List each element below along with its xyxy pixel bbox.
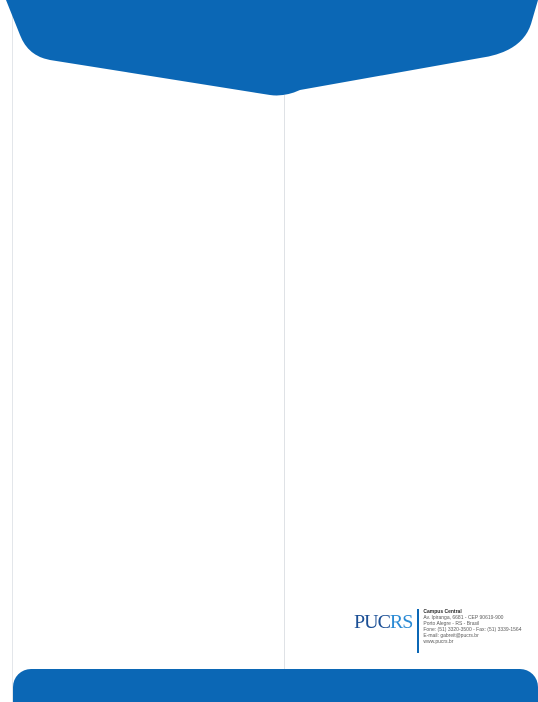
center-fold-line bbox=[284, 95, 285, 671]
email-line: E-mail: gabreit@pucrs.br bbox=[423, 633, 479, 639]
address-text: Campus Central Av. Ipiranga, 6681 - CEP … bbox=[423, 609, 521, 645]
phone-fax-line: Fone: (51) 3320-3500 - Fax: (51) 3339-15… bbox=[423, 627, 522, 633]
pucrs-logo: PUC RS bbox=[354, 611, 413, 633]
address-line: Porto Alegre - RS - Brasil bbox=[423, 621, 480, 627]
bottom-footer-band bbox=[13, 669, 538, 702]
left-margin-rule bbox=[12, 0, 13, 702]
address-line: Av. Ipiranga, 6681 - CEP 90619-900 bbox=[423, 615, 504, 621]
logo-text-puc: PUC bbox=[354, 611, 391, 633]
campus-name: Campus Central bbox=[423, 609, 462, 615]
top-header-band bbox=[6, 0, 538, 96]
logo-text-rs: RS bbox=[389, 611, 413, 633]
footer-address-block: PUC RS Campus Central Av. Ipiranga, 6681 … bbox=[354, 609, 522, 653]
logo-divider bbox=[417, 609, 420, 653]
website-line: www.pucrs.br bbox=[423, 639, 454, 645]
